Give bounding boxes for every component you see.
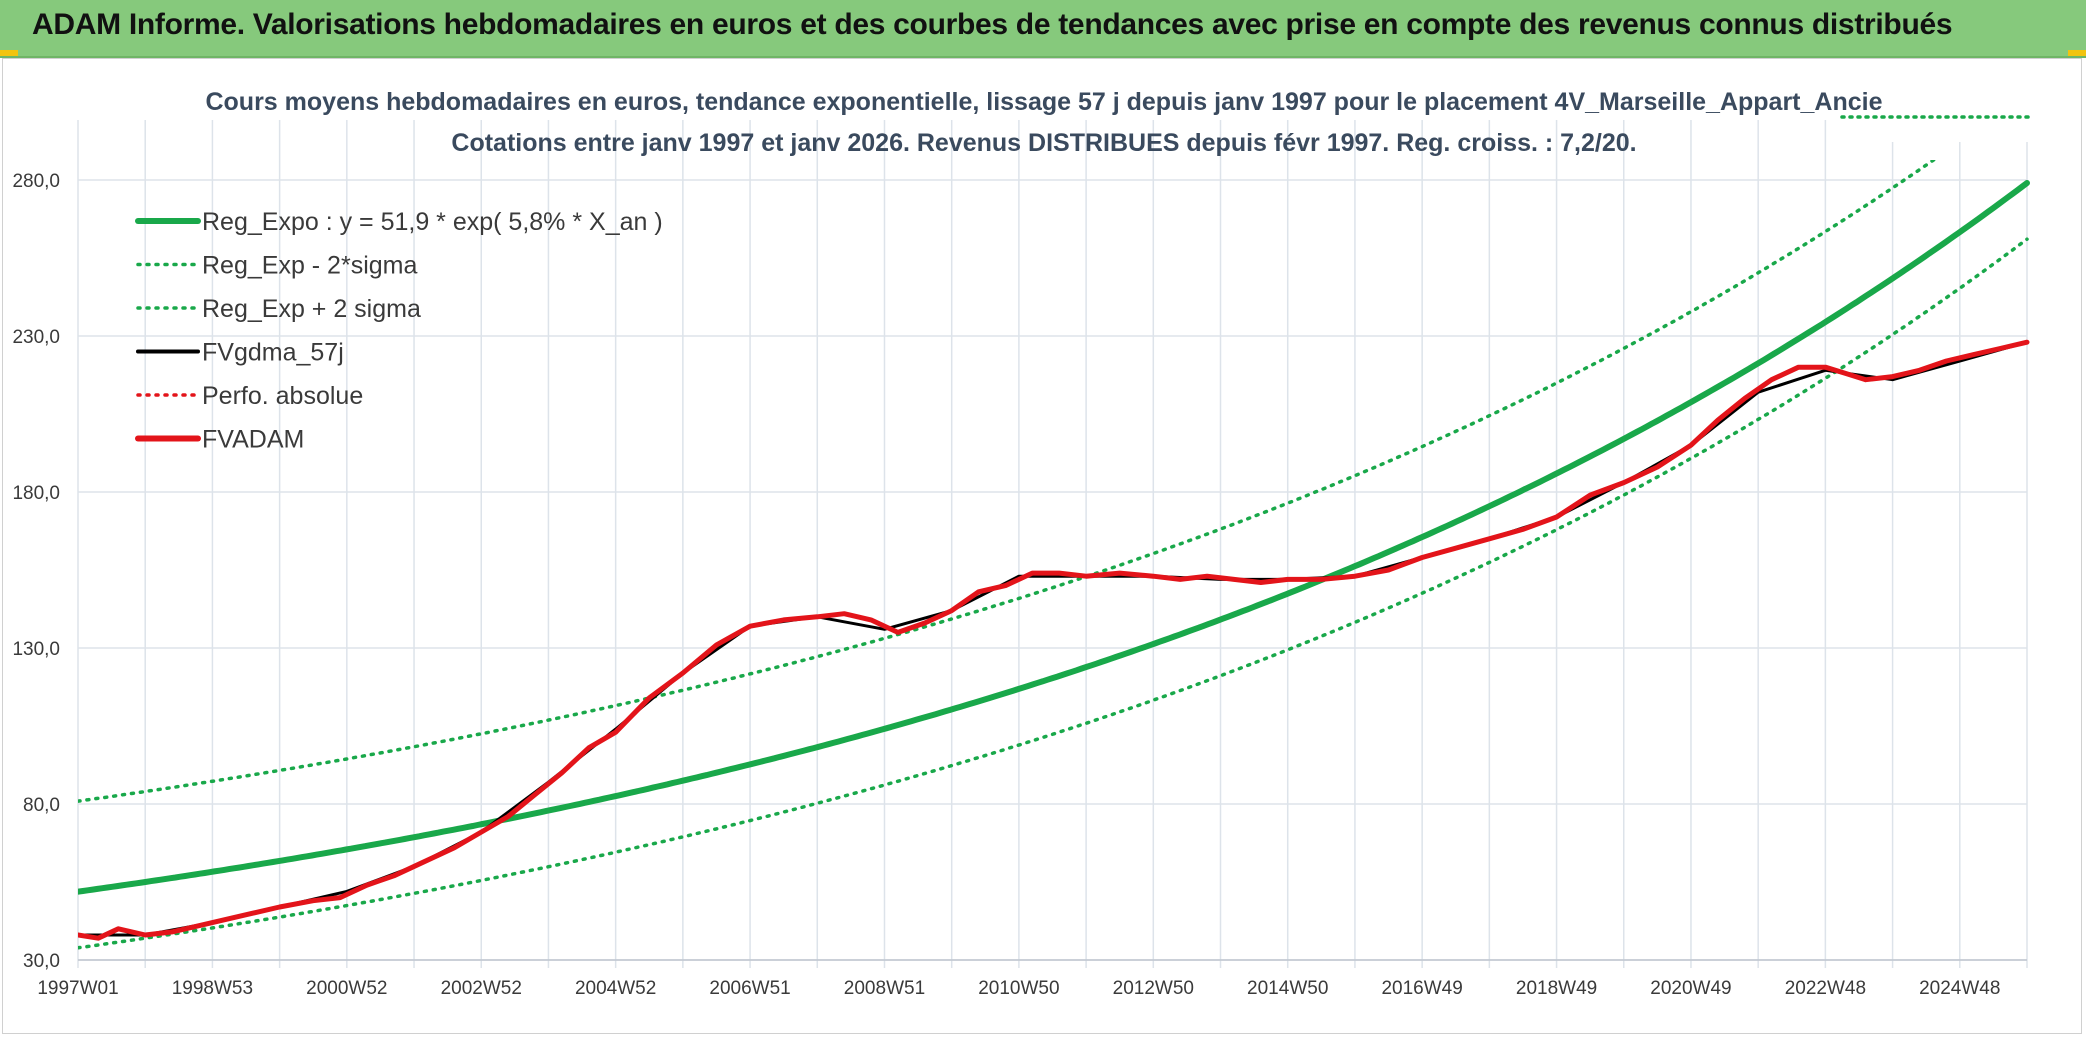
trend-regression-line <box>78 180 2030 895</box>
y-tick-label: 80,0 <box>23 795 60 816</box>
legend-label: Reg_Exp - 2*sigma <box>202 252 417 280</box>
chart-title: Cours moyens hebdomadaires en euros, ten… <box>205 88 1882 116</box>
x-tick-label: 2020W49 <box>1650 978 1731 999</box>
trend-band-line <box>78 160 1937 803</box>
legend-label: FVADAM <box>202 426 304 454</box>
legend-label: Perfo. absolue <box>202 382 363 410</box>
x-tick-label: 2022W48 <box>1785 978 1866 999</box>
x-tick-label: 2018W49 <box>1516 978 1597 999</box>
x-tick-label: 1998W53 <box>172 978 253 999</box>
axes: 30,0 80,0 130,0 180,0 230,0 280,0 1997W01 1998W… <box>12 171 2027 999</box>
y-tick-label: 230,0 <box>12 327 60 348</box>
y-tick-label: 30,0 <box>23 951 60 972</box>
x-tick-label: 2016W49 <box>1381 978 1462 999</box>
corner-accent-right <box>2068 50 2086 56</box>
plot-area <box>78 160 2030 950</box>
chart-subtitle: Cotations entre janv 1997 et janv 2026. … <box>451 129 1636 157</box>
x-tick-label: 2014W50 <box>1247 978 1328 999</box>
y-tick-label: 130,0 <box>12 639 60 660</box>
x-tick-label: 2008W51 <box>844 978 925 999</box>
x-tick-label: 2012W50 <box>1113 978 1194 999</box>
x-tick-label: 2010W50 <box>978 978 1059 999</box>
x-tick-label: 2024W48 <box>1919 978 2000 999</box>
chart-frame <box>2 58 2082 1034</box>
x-tick-label: 2002W52 <box>441 978 522 999</box>
report-banner: ADAM Informe. Valorisations hebdomadaire… <box>0 0 2086 58</box>
x-tick-label: 2006W51 <box>709 978 790 999</box>
y-tick-label: 280,0 <box>12 171 60 192</box>
legend-label: Reg_Expo : y = 51,9 * exp( 5,8% * X_an ) <box>202 208 663 236</box>
x-tick-label: 1997W01 <box>37 978 118 999</box>
legend-label: Reg_Exp + 2 sigma <box>202 295 421 323</box>
grid <box>77 120 2028 968</box>
legend-label: FVgdma_57j <box>202 339 344 367</box>
report-title: ADAM Informe. Valorisations hebdomadaire… <box>32 8 1953 41</box>
x-tick-label: 2004W52 <box>575 978 656 999</box>
legend: Reg_Expo : y = 51,9 * exp( 5,8% * X_an )… <box>135 208 663 454</box>
trend-band-line <box>78 237 2029 950</box>
x-tick-label: 2000W52 <box>306 978 387 999</box>
y-tick-label: 180,0 <box>12 483 60 504</box>
fvadam-line <box>78 339 2030 941</box>
corner-accent-left <box>0 50 18 56</box>
